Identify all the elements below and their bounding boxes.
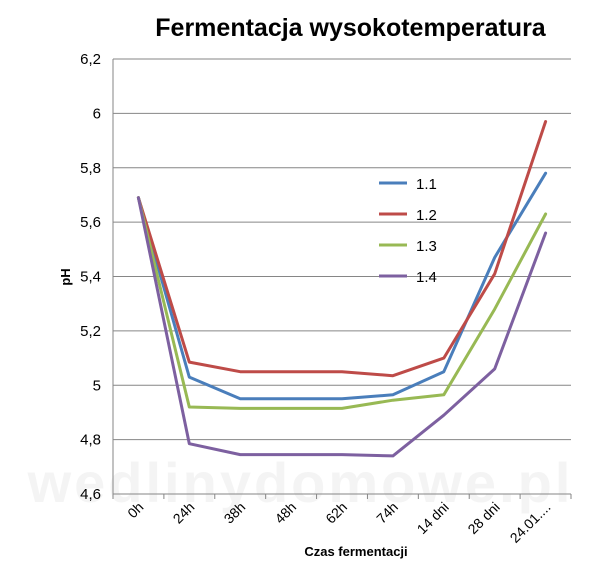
series-lines xyxy=(136,120,548,458)
x-tick-label: 24.01.... xyxy=(507,499,554,546)
x-tick-label: 74h xyxy=(373,499,401,527)
y-tick-label: 4,6 xyxy=(80,486,101,503)
legend-label: 1.1 xyxy=(416,176,437,193)
legend: 1.1 1.2 1.3 1.4 xyxy=(379,176,437,286)
y-tick-label: 6,2 xyxy=(80,51,101,68)
x-tick-label: 38h xyxy=(221,499,249,527)
series-line-1.3 xyxy=(136,196,548,410)
x-tick-label: 28 dni xyxy=(464,499,502,537)
legend-label: 1.2 xyxy=(416,207,437,224)
x-tick-label: 24h xyxy=(170,499,198,527)
axes xyxy=(112,59,572,499)
x-tick-label: 48h xyxy=(271,499,299,527)
y-tick-label: 5 xyxy=(93,377,101,394)
y-tick-label: 5,6 xyxy=(80,214,101,231)
y-tick-label: 5,2 xyxy=(80,323,101,340)
legend-label: 1.4 xyxy=(416,269,437,286)
y-tick-label: 6 xyxy=(93,105,101,122)
x-tick-label: 62h xyxy=(322,499,350,527)
y-tick-labels: 4,6 4,8 5 5,2 5,4 5,6 5,8 6 6,2 xyxy=(80,51,101,503)
series-line-1.4 xyxy=(136,196,548,458)
x-tick-label: 14 dni xyxy=(414,499,452,537)
y-axis-title: pH xyxy=(58,268,73,285)
y-tick-label: 5,4 xyxy=(80,269,101,286)
watermark: wedlinydomowe.pl xyxy=(27,451,574,514)
y-tick-label: 4,8 xyxy=(80,432,101,449)
gridlines xyxy=(113,58,571,495)
chart-title: Fermentacja wysokotemperatura xyxy=(155,14,546,42)
series-line-1.2 xyxy=(136,120,548,378)
x-tick-label: 0h xyxy=(124,499,146,521)
y-tick-label: 5,8 xyxy=(80,160,101,177)
legend-label: 1.3 xyxy=(416,238,437,255)
x-tick-labels: 0h 24h 38h 48h 62h 74h 14 dni 28 dni 24.01.... xyxy=(124,499,553,546)
series-line-1.1 xyxy=(136,171,548,401)
x-axis-title: Czas fermentacji xyxy=(304,544,407,559)
